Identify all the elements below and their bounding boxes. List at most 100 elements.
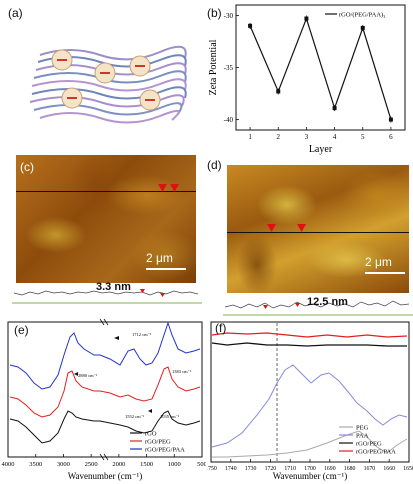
x-tick-label: 1750 xyxy=(207,466,217,472)
x-tick-label: 3 xyxy=(305,133,309,141)
x-axis-label: Wavenumber (cm⁻¹) xyxy=(68,471,142,481)
panel-e-label: (e) xyxy=(14,323,29,337)
x-tick-label: 3000 xyxy=(57,461,70,468)
panel-c-label: (c) xyxy=(20,160,34,174)
panel-f-label: (f) xyxy=(215,321,227,335)
y-tick-label: -40 xyxy=(224,116,234,124)
x-tick-label: 5 xyxy=(361,133,365,141)
annotation-1383: 1383 cm⁻¹ xyxy=(172,369,192,374)
x-tick-label: 1680 xyxy=(344,466,356,472)
x-tick-label: 2000 xyxy=(112,461,125,468)
y-tick-label: -30 xyxy=(224,12,234,20)
sheet-layer xyxy=(33,70,187,84)
legend-label: PAA xyxy=(356,433,369,440)
x-tick-label: 1650 xyxy=(403,466,413,472)
scale-bar xyxy=(365,272,405,274)
spectrum-rgo-peg xyxy=(211,342,407,347)
sheet-layer xyxy=(31,86,187,100)
layered-structure-illustration xyxy=(29,45,187,124)
annotation-1035: 1035 cm⁻¹ xyxy=(160,414,180,419)
x-axis-label: Layer xyxy=(309,144,333,155)
sheet-layer xyxy=(31,78,187,92)
data-point xyxy=(360,25,365,30)
peak-arrows xyxy=(74,336,152,413)
sheet-layer xyxy=(39,109,180,124)
height-profile-d xyxy=(223,300,413,316)
spectrum-rgo-peg-paa xyxy=(211,332,408,338)
x-tick-label: 2500 xyxy=(85,461,98,468)
annotation-1712: 1712 cm⁻¹ xyxy=(132,332,152,337)
data-point xyxy=(388,117,393,122)
x-tick-label: 1690 xyxy=(324,466,336,472)
panel-b: (b) 1 2 3 4 5 6 -30 -35 -40 rGO/(PEG/PAA)₃ Layer Ze… xyxy=(205,0,413,160)
afm-profile-line xyxy=(16,191,196,192)
legend-label: rGO/PEG xyxy=(145,439,171,446)
panel-d: 2 μm (d) 12.5 nm xyxy=(205,155,413,316)
ftir-spectrum-chart: 1712 cm⁻¹ 2880 cm⁻¹ 1383 cm⁻¹ 1552 cm⁻¹ … xyxy=(2,318,206,481)
afm-image-c: 2 μm xyxy=(16,155,196,283)
red-marker-icon xyxy=(158,184,179,192)
x-tick-label: 1500 xyxy=(140,461,153,468)
height-profile-c xyxy=(12,289,202,304)
legend-label: rGO/PEG/PAA xyxy=(356,449,396,456)
scale-bar-label: 2 μm xyxy=(365,255,392,269)
panel-c: 2 μm (c) 3.3 nm xyxy=(0,155,205,305)
y-axis-label: Zeta Potential xyxy=(208,39,219,95)
legend-label: rGO/PEG/PAA xyxy=(145,447,185,454)
zeta-potential-chart: 1 2 3 4 5 6 -30 -35 -40 rGO/(PEG/PAA)₃ Layer Zeta P… xyxy=(208,4,406,155)
spectrum-peg xyxy=(212,430,408,458)
scale-bar xyxy=(146,268,186,270)
x-tick-label: 500 xyxy=(197,461,206,468)
panel-b-label: (b) xyxy=(207,6,222,20)
afm-profile-line xyxy=(227,232,409,233)
scale-bar-label: 2 μm xyxy=(146,251,173,265)
height-value-d: 12.5 nm xyxy=(307,296,348,308)
x-tick-label: 1730 xyxy=(245,466,257,472)
panel-e: 1712 cm⁻¹ 2880 cm⁻¹ 1383 cm⁻¹ 1552 cm⁻¹ … xyxy=(0,315,206,484)
x-tick-label: 1700 xyxy=(304,466,316,472)
spectrum-rgo-peg xyxy=(9,366,201,418)
afm-image-d: 2 μm xyxy=(227,165,409,293)
red-marker-icon xyxy=(267,224,306,232)
plot-frame xyxy=(235,4,406,131)
x-tick-label: 4 xyxy=(333,133,337,141)
x-tick-label: 1660 xyxy=(383,466,395,472)
legend-label: rGO xyxy=(145,431,157,438)
x-tick-label: 6 xyxy=(389,133,393,141)
x-axis-ticks: 1750 1740 1730 1720 1710 1700 1690 1680 1670 1660… xyxy=(207,459,413,472)
x-tick-label: 3500 xyxy=(29,461,42,468)
axis-break-marks xyxy=(99,318,109,461)
x-tick-label: 1000 xyxy=(168,461,181,468)
panel-d-label: (d) xyxy=(207,158,222,172)
annotation-2880: 2880 cm⁻¹ xyxy=(78,373,98,378)
data-point xyxy=(304,16,309,21)
x-tick-label: 4000 xyxy=(2,461,15,468)
height-value-c: 3.3 nm xyxy=(96,281,131,293)
x-axis-label: Wavenumber (cm⁻¹) xyxy=(273,471,347,481)
panel-a: (a) xyxy=(0,0,200,145)
sheet-layer xyxy=(39,45,187,61)
x-tick-label: 1710 xyxy=(284,466,296,472)
spectrum-rgo xyxy=(9,410,201,444)
x-axis-ticks: 4000 3500 3000 2500 2000 1500 1000 500 xyxy=(2,454,206,468)
legend-label: rGO/PEG xyxy=(356,441,382,448)
legend-label: PEG xyxy=(356,425,369,432)
spectrum-paa xyxy=(211,364,408,448)
data-point xyxy=(332,106,337,111)
x-tick-label: 2 xyxy=(277,133,281,141)
zeta-series-line xyxy=(249,16,392,120)
x-tick-label: 1720 xyxy=(265,466,277,472)
spectrum-rgo-peg-paa xyxy=(9,321,201,390)
panel-a-label: (a) xyxy=(8,6,23,20)
x-tick-label: 1740 xyxy=(225,466,237,472)
data-point xyxy=(276,89,281,94)
annotation-1552: 1552 cm⁻¹ xyxy=(125,414,145,419)
y-tick-label: -35 xyxy=(224,64,234,72)
x-tick-label: 1 xyxy=(248,133,252,141)
legend-label: rGO/(PEG/PAA)₃ xyxy=(339,12,385,19)
x-tick-label: 1670 xyxy=(364,466,376,472)
